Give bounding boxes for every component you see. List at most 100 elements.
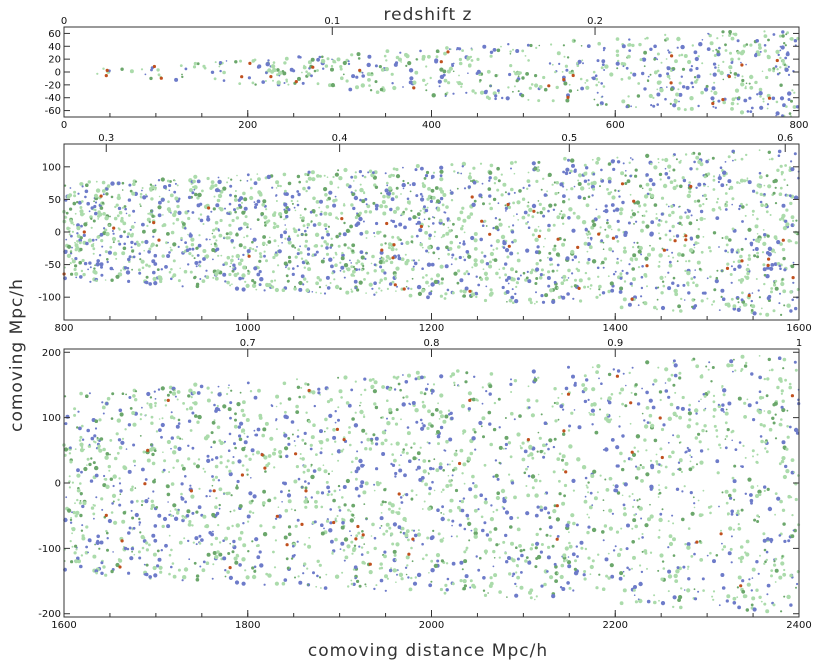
galaxy-point [790, 160, 793, 163]
galaxy-point [510, 541, 514, 546]
x-tick-label: 1200 [419, 323, 444, 334]
galaxy-point [671, 251, 674, 254]
galaxy-point [384, 574, 388, 579]
galaxy-point [765, 174, 769, 178]
galaxy-point [781, 456, 786, 461]
galaxy-point [144, 239, 149, 245]
galaxy-point [535, 262, 539, 266]
galaxy-point [227, 177, 230, 179]
galaxy-point [537, 200, 540, 202]
galaxy-point [434, 58, 439, 63]
y-tick-label: 0 [55, 228, 61, 239]
galaxy-point [265, 71, 268, 75]
galaxy-point [355, 85, 359, 90]
galaxy-point [230, 262, 233, 265]
galaxy-point [324, 193, 328, 197]
galaxy-point [66, 194, 71, 199]
galaxy-point [83, 261, 88, 266]
galaxy-point [473, 494, 478, 499]
galaxy-point [411, 277, 414, 280]
galaxy-point [209, 238, 211, 241]
galaxy-point [466, 58, 470, 61]
galaxy-point [583, 179, 588, 183]
galaxy-point [444, 414, 449, 419]
galaxy-point [665, 37, 669, 41]
galaxy-point [596, 364, 601, 369]
galaxy-point [382, 211, 387, 216]
galaxy-point [473, 527, 478, 532]
galaxy-point [269, 436, 274, 441]
galaxy-point [235, 523, 240, 528]
galaxy-point [460, 85, 463, 88]
galaxy-point [658, 232, 660, 235]
galaxy-point [354, 171, 357, 174]
galaxy-point [645, 182, 650, 187]
galaxy-point [774, 251, 776, 254]
galaxy-point [443, 78, 448, 83]
density-peak [775, 58, 779, 63]
galaxy-point [525, 222, 528, 225]
galaxy-point [213, 403, 216, 407]
galaxy-point [791, 89, 794, 92]
galaxy-point [737, 264, 742, 269]
galaxy-point [747, 254, 751, 257]
galaxy-point [287, 83, 290, 86]
galaxy-point [350, 203, 354, 207]
galaxy-point [394, 61, 399, 65]
galaxy-point [313, 404, 316, 408]
galaxy-point [428, 237, 432, 240]
galaxy-point [267, 219, 271, 223]
galaxy-point [193, 401, 198, 406]
galaxy-point [199, 218, 204, 223]
galaxy-point [318, 174, 322, 178]
galaxy-point [442, 469, 446, 472]
galaxy-point [751, 304, 756, 309]
galaxy-point [610, 191, 613, 194]
galaxy-point [734, 88, 740, 93]
galaxy-point [766, 377, 770, 381]
galaxy-point [284, 508, 289, 513]
galaxy-point [304, 505, 308, 509]
galaxy-point [573, 255, 578, 259]
galaxy-point [576, 62, 579, 65]
galaxy-point [411, 259, 414, 262]
galaxy-point [284, 189, 287, 193]
galaxy-point [687, 577, 691, 581]
galaxy-point [643, 273, 648, 277]
galaxy-point [621, 99, 626, 104]
galaxy-point [585, 484, 588, 487]
galaxy-point [786, 303, 791, 308]
galaxy-point [320, 59, 326, 64]
galaxy-point [751, 577, 754, 579]
galaxy-point [707, 33, 710, 35]
galaxy-point [770, 157, 774, 161]
galaxy-point [755, 560, 759, 564]
galaxy-point [705, 198, 708, 200]
galaxy-point [214, 475, 218, 479]
galaxy-point [525, 556, 529, 559]
galaxy-point [385, 59, 388, 62]
galaxy-point [492, 197, 497, 202]
galaxy-point [513, 191, 516, 194]
galaxy-point [437, 79, 442, 84]
galaxy-point [561, 216, 564, 220]
density-peak [240, 75, 244, 79]
galaxy-point [648, 187, 653, 192]
galaxy-point [180, 236, 183, 240]
galaxy-point [177, 279, 181, 283]
galaxy-point [166, 254, 171, 258]
galaxy-point [205, 495, 208, 498]
galaxy-point [515, 546, 518, 549]
galaxy-point [516, 527, 521, 532]
galaxy-point [641, 265, 644, 268]
galaxy-point [707, 448, 710, 451]
galaxy-point [380, 256, 383, 259]
galaxy-point [331, 58, 333, 61]
galaxy-point [483, 219, 487, 223]
galaxy-point [187, 216, 191, 221]
galaxy-point [605, 234, 610, 239]
galaxy-point [409, 76, 414, 81]
galaxy-point [527, 201, 530, 204]
galaxy-point [694, 56, 699, 62]
galaxy-point [294, 246, 297, 249]
